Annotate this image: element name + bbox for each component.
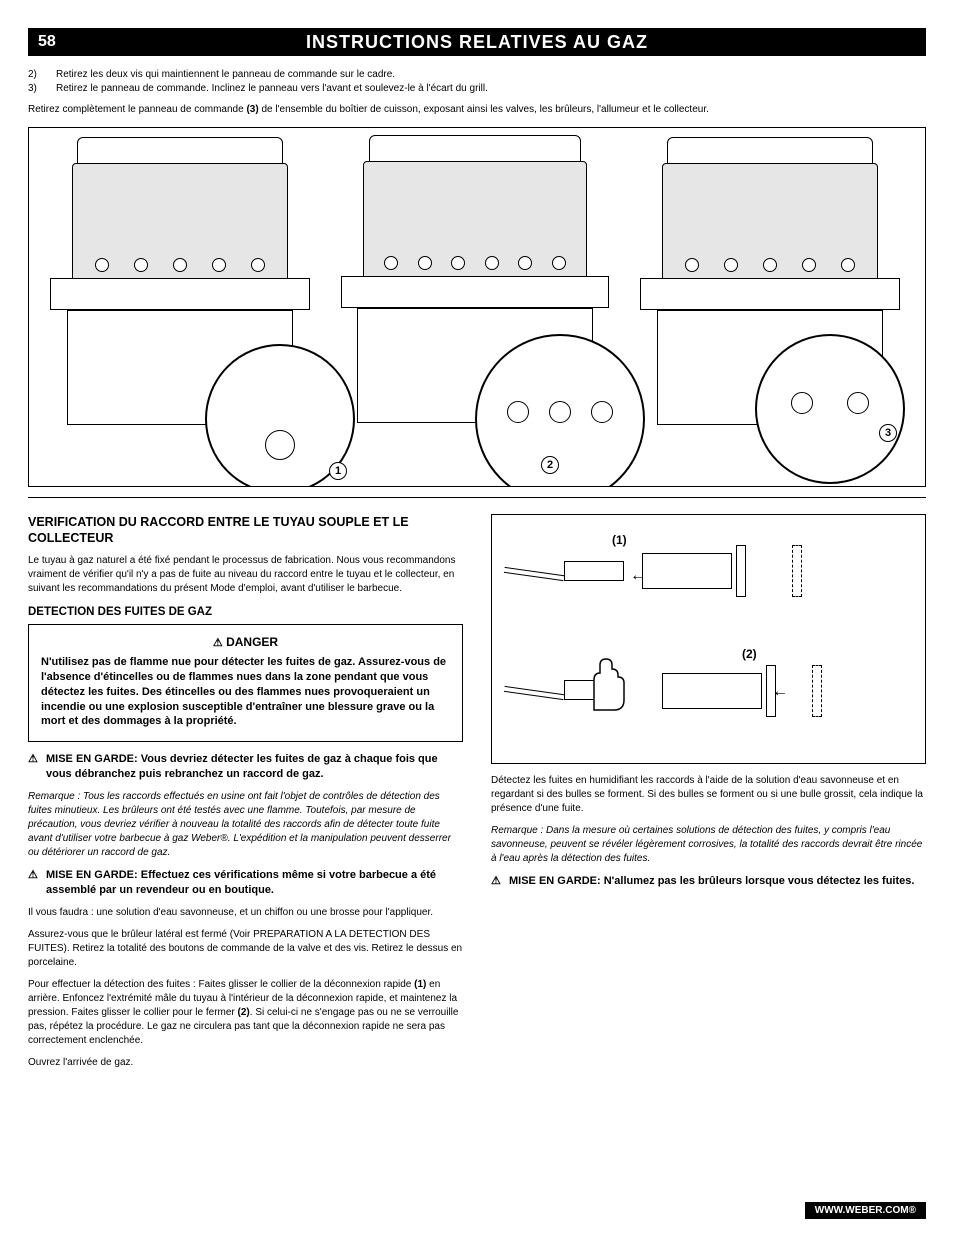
right-column: (1) ← (2) ← Détectez les fuites en humid… xyxy=(491,514,926,1078)
paragraph: Pour effectuer la détection des fuites :… xyxy=(28,978,463,1048)
valve-body xyxy=(642,553,732,589)
intro-text: Retirez complètement le panneau de comma… xyxy=(28,104,246,115)
intro-callout-ref: (3) xyxy=(246,104,258,115)
callout-number-3: 3 xyxy=(879,424,897,442)
paragraph: Assurez-vous que le brûleur latéral est … xyxy=(28,928,463,970)
step-list: 2) Retirez les deux vis qui maintiennent… xyxy=(28,68,926,95)
paragraph: Le tuyau à gaz naturel a été fixé pendan… xyxy=(28,554,463,596)
callout-number-1: 1 xyxy=(329,462,347,480)
warning-icon: ⚠ xyxy=(213,637,223,649)
danger-title: ⚠ DANGER xyxy=(41,635,450,649)
paragraph: Détectez les fuites en humidifiant les r… xyxy=(491,774,926,816)
callout-number-2: 2 xyxy=(541,456,559,474)
intro-text: de l'ensemble du boîtier de cuisson, exp… xyxy=(259,104,709,115)
hand-icon xyxy=(584,655,634,715)
section-heading-detection: DETECTION DES FUITES DE GAZ xyxy=(28,606,463,618)
step-number: 3) xyxy=(28,82,56,96)
callout-ref: (1) xyxy=(414,979,426,990)
arrow-icon: ← xyxy=(630,567,646,585)
paragraph-text: Pour effectuer la détection des fuites :… xyxy=(28,979,414,990)
exploded-diagram-box: 1 2 3 xyxy=(28,127,926,487)
hose-connection-figure: (1) ← (2) ← xyxy=(491,514,926,764)
header-bar: 58 INSTRUCTIONS RELATIVES AU GAZ xyxy=(28,28,926,56)
hose-line xyxy=(504,685,564,699)
warning-block: ⚠ MISE EN GARDE: N'allumez pas les brûle… xyxy=(491,874,926,889)
remark-paragraph: Remarque : Tous les raccords effectués e… xyxy=(28,790,463,860)
warning-block: ⚠ MISE EN GARDE: Vous devriez détecter l… xyxy=(28,752,463,782)
danger-body: N'utilisez pas de flamme nue pour détect… xyxy=(41,655,450,729)
warning-text: MISE EN GARDE: Vous devriez détecter les… xyxy=(46,752,463,782)
warning-text: MISE EN GARDE: Effectuez ces vérificatio… xyxy=(46,868,463,898)
warning-icon: ⚠ xyxy=(28,752,46,782)
section-divider xyxy=(28,497,926,498)
figure-label-2: (2) xyxy=(742,647,757,661)
callout-ref: (2) xyxy=(238,1007,250,1018)
valve-body xyxy=(662,673,762,709)
figure-label-1: (1) xyxy=(612,533,627,547)
step-row: 3) Retirez le panneau de commande. Incli… xyxy=(28,82,926,96)
warning-block: ⚠ MISE EN GARDE: Effectuez ces vérificat… xyxy=(28,868,463,898)
hose-line xyxy=(504,566,564,580)
step-number: 2) xyxy=(28,68,56,82)
paragraph: Il vous faudra : une solution d'eau savo… xyxy=(28,906,463,920)
arrow-icon: ← xyxy=(772,683,788,701)
step-row: 2) Retirez les deux vis qui maintiennent… xyxy=(28,68,926,82)
danger-label: DANGER xyxy=(226,635,278,649)
left-column: VERIFICATION DU RACCORD ENTRE LE TUYAU S… xyxy=(28,514,463,1078)
step-text: Retirez les deux vis qui maintiennent le… xyxy=(56,68,395,82)
paragraph: Ouvrez l'arrivée de gaz. xyxy=(28,1056,463,1070)
section-heading-verification: VERIFICATION DU RACCORD ENTRE LE TUYAU S… xyxy=(28,514,463,547)
pipe xyxy=(736,545,746,597)
intro-paragraph: Retirez complètement le panneau de comma… xyxy=(28,103,926,117)
warning-text: MISE EN GARDE: N'allumez pas les brûleur… xyxy=(509,874,926,889)
step-text: Retirez le panneau de commande. Inclinez… xyxy=(56,82,488,96)
remark-paragraph: Remarque : Dans la mesure où certaines s… xyxy=(491,824,926,866)
warning-icon: ⚠ xyxy=(28,868,46,898)
warning-icon: ⚠ xyxy=(491,874,509,889)
detail-circle-2 xyxy=(475,334,645,487)
connector-body xyxy=(564,561,624,581)
detail-circle-3 xyxy=(755,334,905,484)
pipe xyxy=(792,545,802,597)
pipe xyxy=(812,665,822,717)
danger-box: ⚠ DANGER N'utilisez pas de flamme nue po… xyxy=(28,624,463,742)
header-title: INSTRUCTIONS RELATIVES AU GAZ xyxy=(28,32,926,53)
footer-url: WWW.WEBER.COM® xyxy=(805,1202,926,1219)
content-columns: VERIFICATION DU RACCORD ENTRE LE TUYAU S… xyxy=(28,514,926,1078)
